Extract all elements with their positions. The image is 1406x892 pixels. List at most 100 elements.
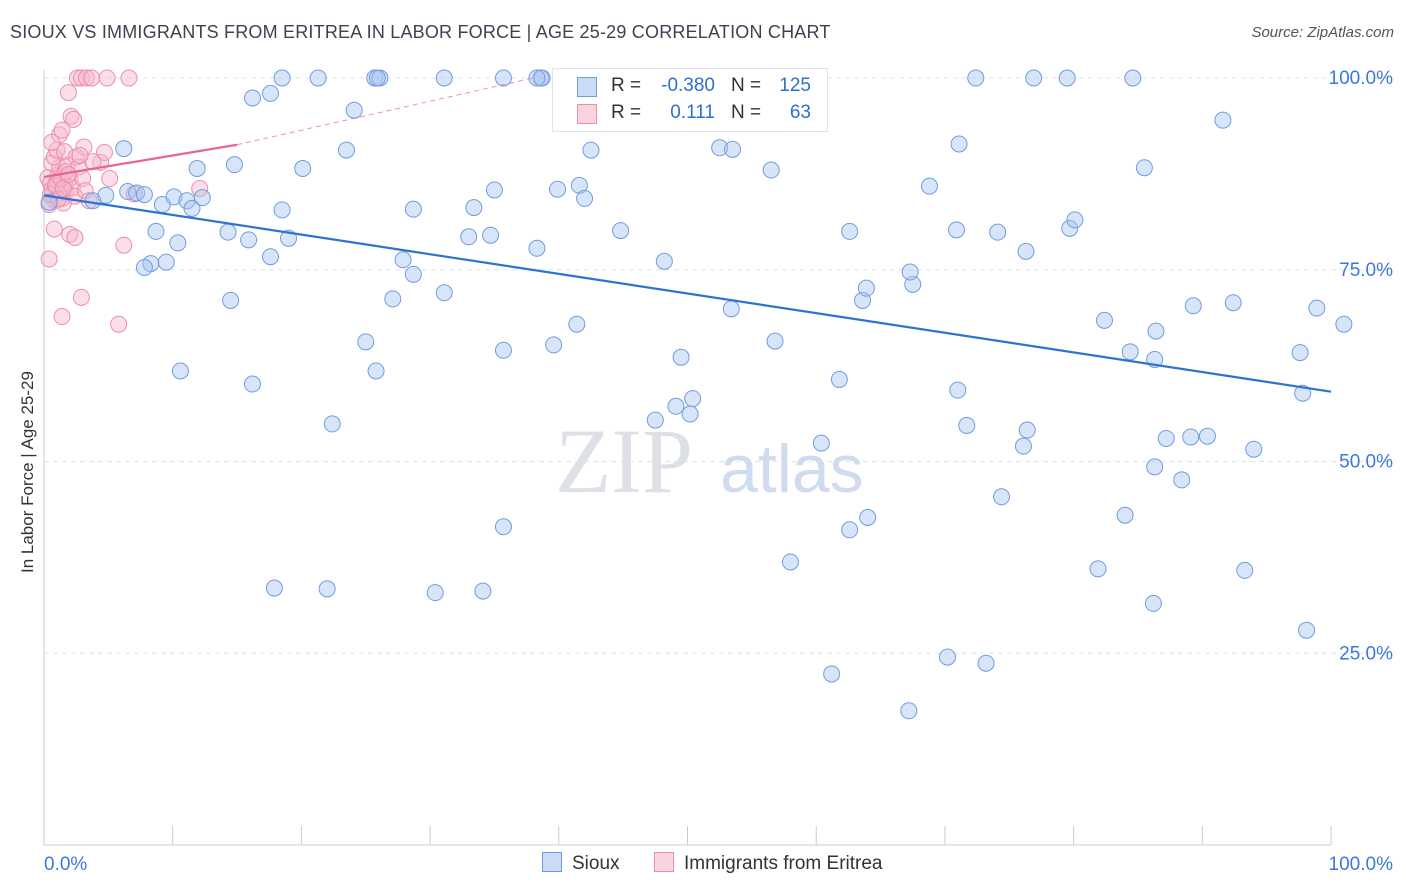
data-point [568, 315, 586, 333]
data-point [240, 231, 258, 249]
data-point [75, 138, 93, 156]
data-point [920, 177, 938, 195]
data-point [45, 148, 63, 166]
data-point [95, 143, 113, 161]
data-point [1018, 421, 1036, 439]
data-point [781, 553, 799, 571]
data-point [357, 333, 375, 351]
r-value: -0.380 [661, 75, 715, 96]
data-point [157, 253, 175, 271]
data-point [545, 336, 563, 354]
data-point [222, 291, 240, 309]
n-value: 63 [789, 102, 811, 123]
data-point [612, 222, 630, 240]
data-point [169, 234, 187, 252]
legend-item-sioux[interactable]: Sioux [542, 852, 620, 875]
data-point [1335, 315, 1353, 333]
data-point [1214, 111, 1232, 129]
correlation-legend: R = -0.380 N = 125 R = 0.111 N = 63 [552, 68, 828, 132]
r-label: R = [611, 102, 642, 123]
data-point [681, 405, 699, 423]
sioux-swatch [577, 77, 597, 97]
data-point [72, 288, 90, 306]
data-point [1116, 506, 1134, 524]
data-point [646, 411, 664, 429]
data-point [494, 341, 512, 359]
data-point [938, 648, 956, 666]
eritrea-trend-line [43, 143, 238, 179]
chart-title: SIOUX VS IMMIGRANTS FROM ERITREA IN LABO… [10, 22, 831, 42]
data-point [61, 225, 79, 243]
y-tick-label: 25.0% [1339, 643, 1393, 664]
data-point [549, 180, 567, 198]
n-value: 125 [779, 75, 811, 96]
legend-row-sioux: R = -0.380 N = 125 [553, 73, 827, 99]
data-point [830, 370, 848, 388]
r-label: R = [611, 75, 642, 96]
data-point [977, 654, 995, 672]
data-point [40, 193, 58, 211]
data-point [1182, 428, 1200, 446]
data-point [265, 579, 283, 597]
data-point [53, 121, 71, 139]
data-point [1291, 344, 1309, 362]
data-point [482, 226, 500, 244]
data-point [72, 69, 90, 87]
data-point [83, 69, 101, 87]
data-point [1121, 343, 1139, 361]
data-point [722, 300, 740, 318]
y-axis-label: In Labor Force | Age 25-29 [18, 371, 37, 573]
data-point [171, 362, 189, 380]
data-point [655, 252, 673, 270]
data-point [900, 702, 918, 720]
data-point [1184, 297, 1202, 315]
data-point [1089, 560, 1107, 578]
data-point [667, 397, 685, 415]
data-point [243, 375, 261, 393]
data-point [65, 110, 83, 128]
watermark-atlas: atlas [720, 431, 864, 507]
data-point [435, 69, 453, 87]
data-point [672, 348, 690, 366]
data-point [188, 160, 206, 178]
sioux-points [40, 69, 1353, 720]
trend-lines [43, 77, 1332, 393]
data-point [219, 223, 237, 241]
legend-item-eritrea[interactable]: Immigrants from Eritrea [654, 852, 882, 875]
data-point [823, 665, 841, 683]
data-point [812, 434, 830, 452]
data-point [394, 251, 412, 269]
data-point [1147, 322, 1165, 340]
data-point [494, 518, 512, 536]
data-point [115, 140, 133, 158]
data-point [1308, 299, 1326, 317]
data-point [193, 189, 211, 207]
data-point [841, 521, 859, 539]
data-point [494, 69, 512, 87]
data-point [59, 84, 77, 102]
data-point [1025, 69, 1043, 87]
tick-labels: 25.0% 50.0% 75.0% 100.0% 0.0% 100.0% [44, 68, 1393, 875]
data-point [967, 69, 985, 87]
data-point [262, 248, 280, 266]
source-label: Source: ZipAtlas.com [1251, 24, 1394, 41]
watermark-zip: ZIP [555, 410, 693, 512]
data-point [309, 69, 327, 87]
data-point [53, 308, 71, 326]
data-point [993, 488, 1011, 506]
data-point [901, 263, 919, 281]
data-point [318, 580, 336, 598]
data-point [947, 221, 965, 239]
watermark: ZIP atlas [555, 410, 864, 512]
data-point [110, 315, 128, 333]
legend-row-eritrea: R = 0.111 N = 63 [553, 100, 827, 126]
data-point [68, 69, 86, 87]
sioux-swatch [542, 852, 562, 872]
data-point [384, 290, 402, 308]
data-point [1245, 440, 1263, 458]
data-point [165, 188, 183, 206]
data-point [71, 146, 89, 164]
data-point [1061, 219, 1079, 237]
data-point [426, 584, 444, 602]
